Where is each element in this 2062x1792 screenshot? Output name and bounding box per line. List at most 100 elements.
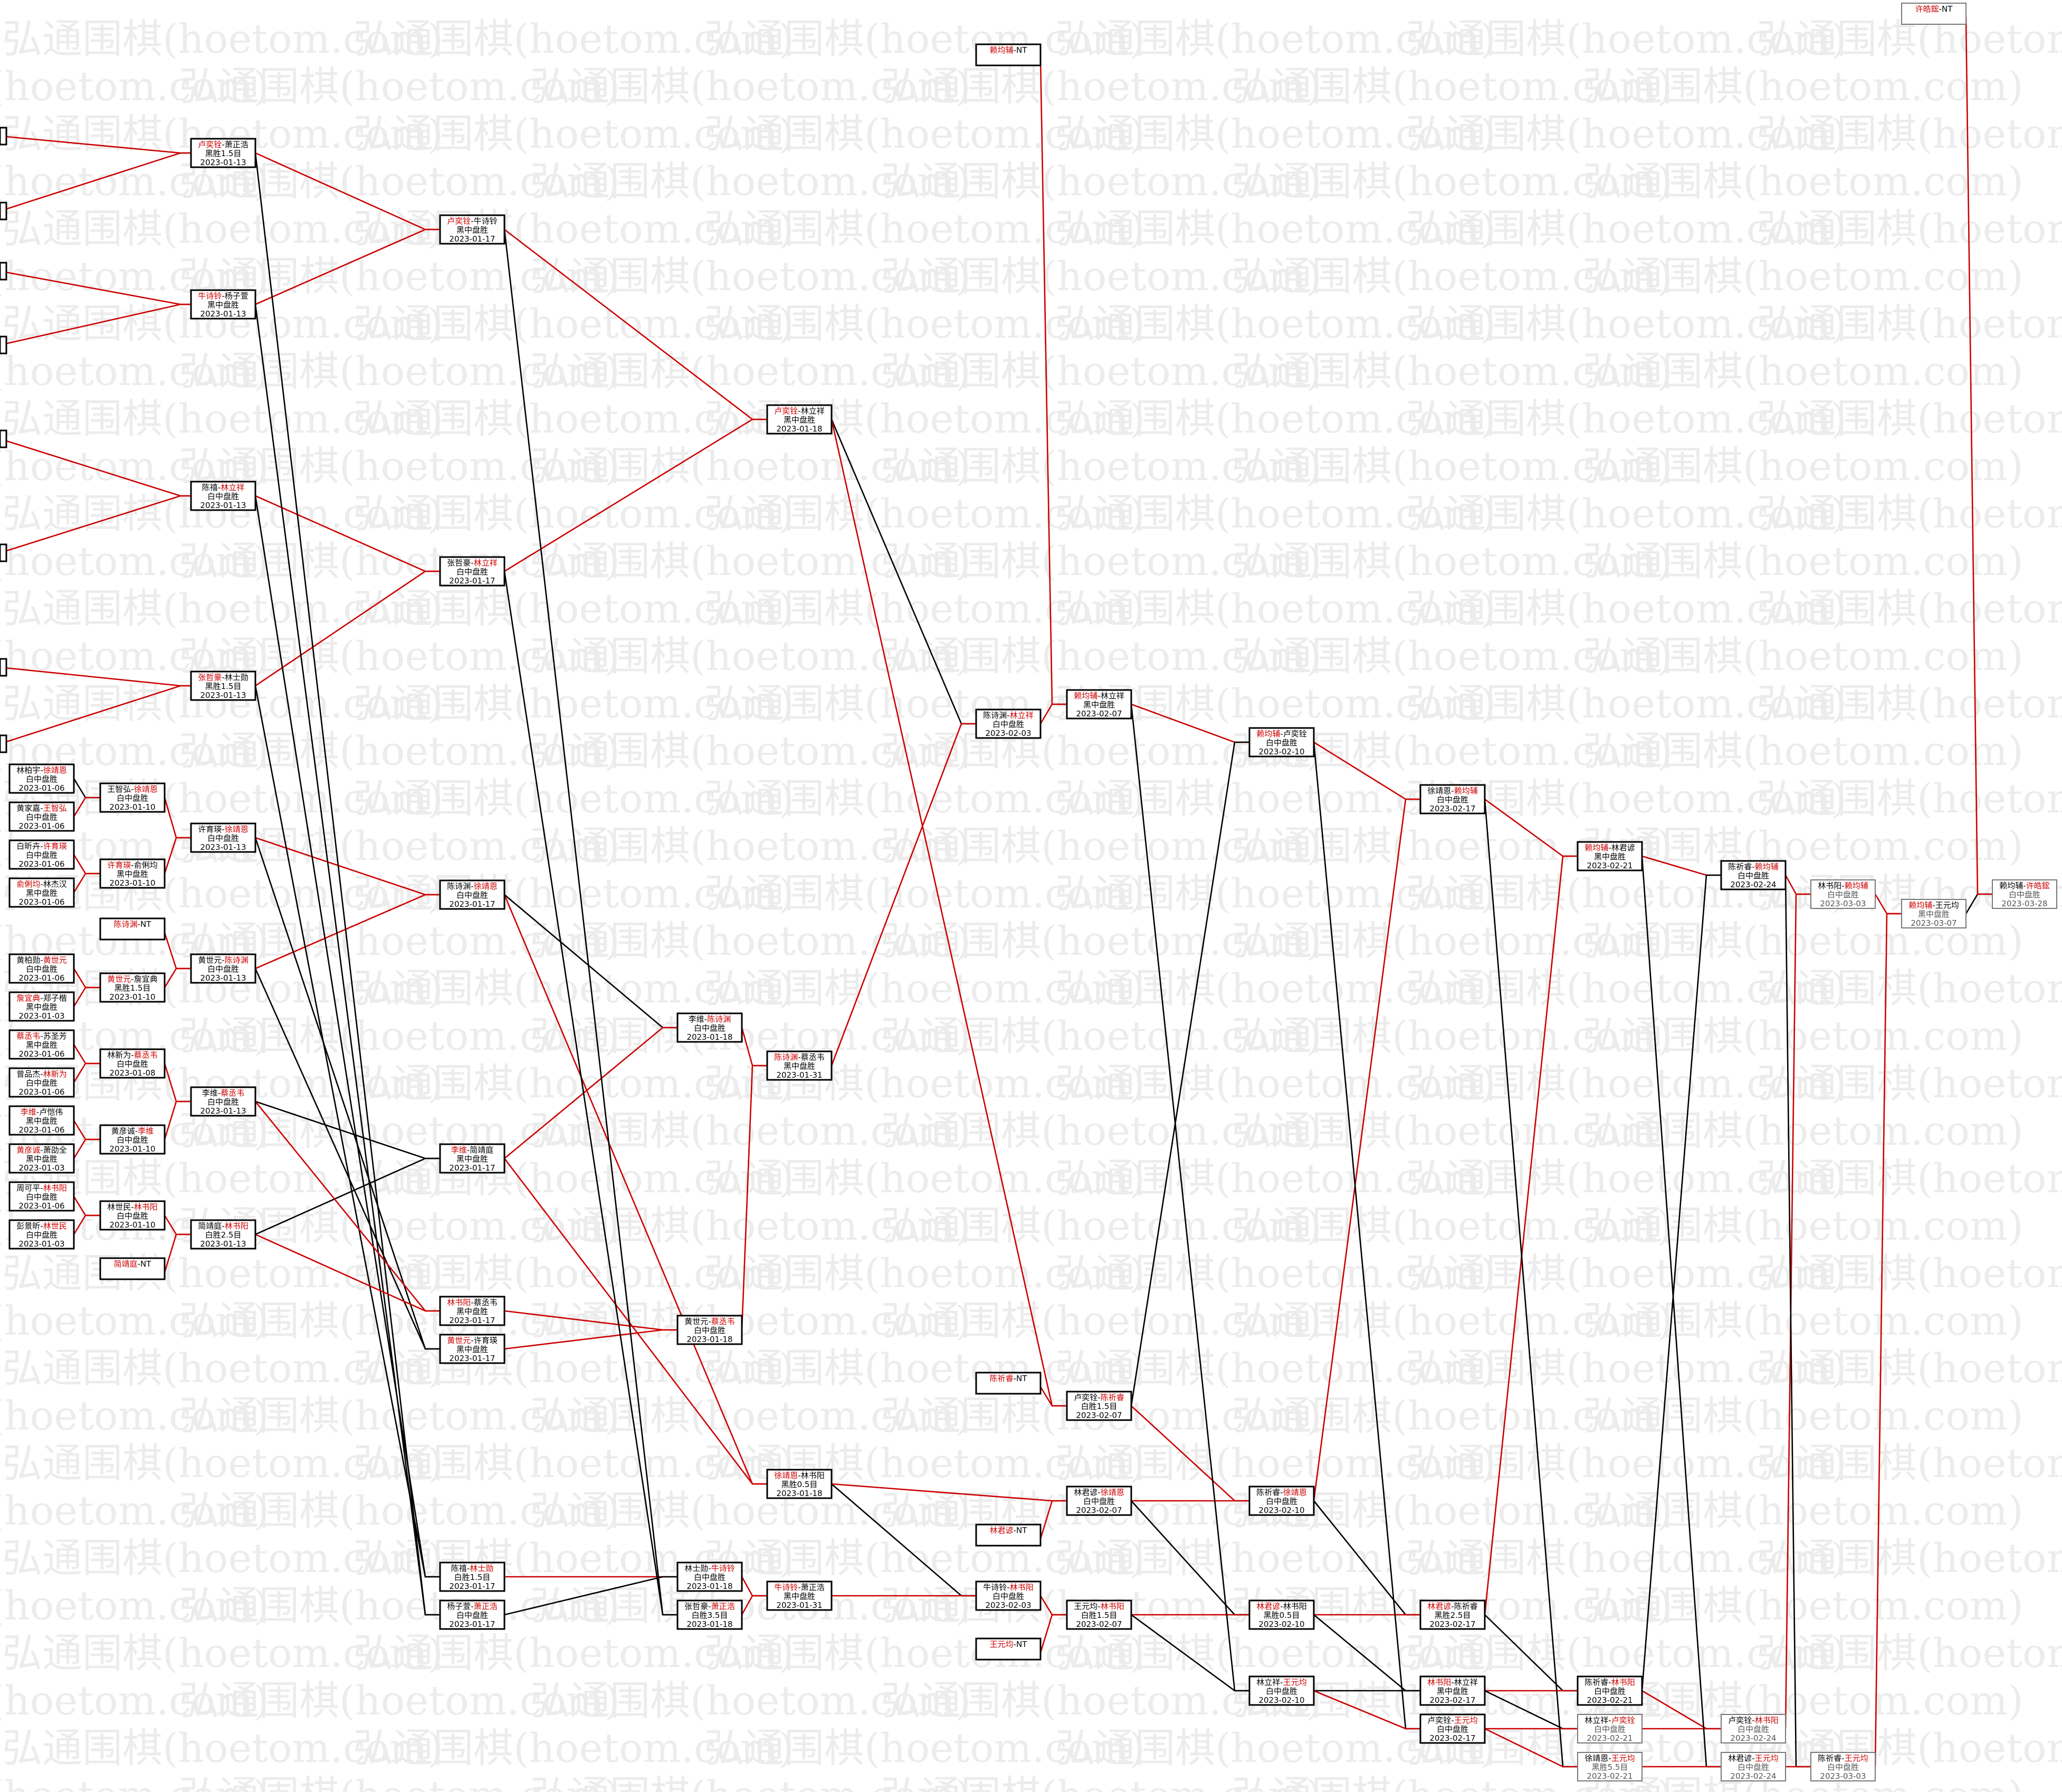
player-white: 林君谚 <box>1611 843 1635 852</box>
player-black: 陈祈睿 <box>1256 1488 1280 1497</box>
match-date: 2023-02-21 <box>1587 861 1633 870</box>
watermark-text: 弘通围棋(hoetom.com) <box>1055 1440 1496 1487</box>
watermark-text: 弘通围棋(hoetom.com) <box>1232 1297 1673 1344</box>
match-box[interactable]: 赖均辅-NT <box>975 43 1042 66</box>
match-box[interactable]: 陈诗渊-NT <box>99 917 166 941</box>
match-box[interactable]: 简靖庭-NT <box>99 1257 166 1280</box>
match-result: 白中盘胜 <box>1738 871 1769 880</box>
match-box[interactable]: 陈祈睿-NT <box>975 1372 1042 1395</box>
player-separator: - <box>1932 900 1935 910</box>
match-players: 张哲豪-萧正浩 <box>684 1602 734 1611</box>
connector-line <box>164 837 191 874</box>
match-date: 2023-01-18 <box>686 1335 732 1344</box>
player-separator: - <box>1014 45 1016 55</box>
connector-line <box>504 1576 677 1616</box>
match-box[interactable]: 林君谚-NT <box>975 1523 1042 1547</box>
watermark-text: 弘通围棋(hoetom.com) <box>704 585 1145 632</box>
match-box[interactable]: 许皓鋐-NT <box>1901 3 1966 25</box>
match-box[interactable]: 王元均-NT <box>975 1637 1042 1661</box>
player-separator: - <box>131 1202 133 1212</box>
watermark-text: 弘通围棋(hoetom.com) <box>1582 1297 2023 1344</box>
player-separator: - <box>1014 1374 1016 1383</box>
match-players: 林新为-蔡丞韦 <box>107 1050 157 1060</box>
connector-line <box>503 571 677 1616</box>
watermark-text: 弘通围棋(hoetom.com) <box>1232 917 1673 964</box>
match-result: 白中盘胜 <box>1437 1724 1468 1734</box>
watermark-text: 弘通围棋(hoetom.com) <box>704 110 1145 157</box>
watermark-text: 弘通围棋(hoetom.com) <box>1756 300 2062 347</box>
connector-line <box>164 1100 191 1140</box>
match-box-frame <box>1720 860 1787 890</box>
player-white: 牛诗铃 <box>474 216 498 226</box>
match-date: 2023-02-17 <box>1429 1733 1475 1743</box>
